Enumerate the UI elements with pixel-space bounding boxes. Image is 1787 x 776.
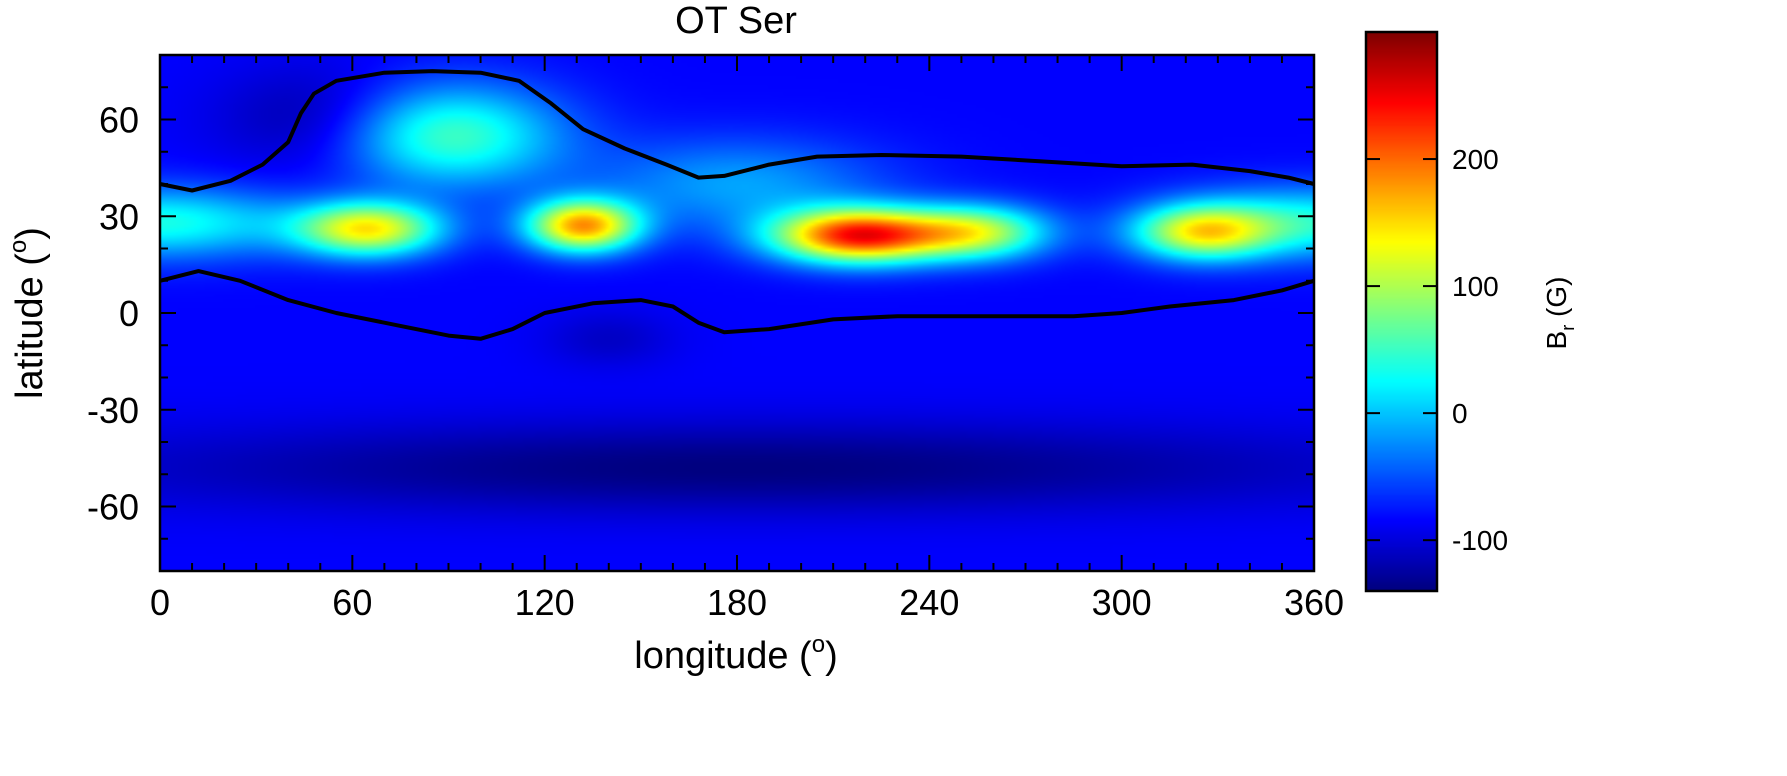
x-axis-label-text: longitude <box>634 635 788 677</box>
x-tick-label: 60 <box>332 582 372 623</box>
x-tick-label: 180 <box>707 582 767 623</box>
x-axis-tick-labels: 0 60 120 180 240 300 360 <box>150 582 1344 623</box>
x-axis-label-degree: o <box>812 631 825 658</box>
zero-contour-layer <box>159 69 1315 341</box>
colorbar-frame <box>1364 30 1439 593</box>
colorbar-label-unit: (G) <box>1541 277 1572 317</box>
colorbar-tick-label: 100 <box>1452 271 1499 302</box>
colorbar-label: Br (G) <box>1541 277 1578 350</box>
colorbar-tick-label: -100 <box>1452 525 1508 556</box>
x-tick-label: 240 <box>899 582 959 623</box>
x-tick-label: 120 <box>515 582 575 623</box>
x-tick-label: 360 <box>1284 582 1344 623</box>
heatmap-plot-area <box>158 53 1316 573</box>
colorbar-label-main: B <box>1541 331 1572 350</box>
y-axis-label-text: latitude <box>9 276 51 399</box>
colorbar-tick-label: 200 <box>1452 144 1499 175</box>
y-axis-label: latitude (o) <box>5 227 51 399</box>
y-tick-label: -30 <box>87 390 139 431</box>
colorbar-gradient <box>1366 32 1437 591</box>
colorbar: -100 0 100 200 Br (G) <box>1364 30 1578 593</box>
y-tick-label: 30 <box>99 196 139 237</box>
chart-title: OT Ser <box>675 0 797 42</box>
colorbar-label-sub: r <box>1558 325 1578 331</box>
y-tick-label: 0 <box>119 293 139 334</box>
y-axis-label-degree: o <box>5 240 32 253</box>
y-tick-label: 60 <box>99 100 139 141</box>
minor-tick-marks <box>159 55 1315 571</box>
colorbar-ticks: -100 0 100 200 <box>1366 144 1508 556</box>
colorbar-tick-label: 0 <box>1452 398 1468 429</box>
x-tick-label: 300 <box>1092 582 1152 623</box>
y-tick-label: -60 <box>87 487 139 528</box>
x-axis-label: longitude (o) <box>634 631 837 677</box>
x-tick-label: 0 <box>150 582 170 623</box>
contour-northern-boundary <box>159 69 1315 193</box>
contour-southern-boundary <box>159 269 1315 341</box>
y-axis-tick-labels: -60 -30 0 30 60 <box>87 100 139 528</box>
